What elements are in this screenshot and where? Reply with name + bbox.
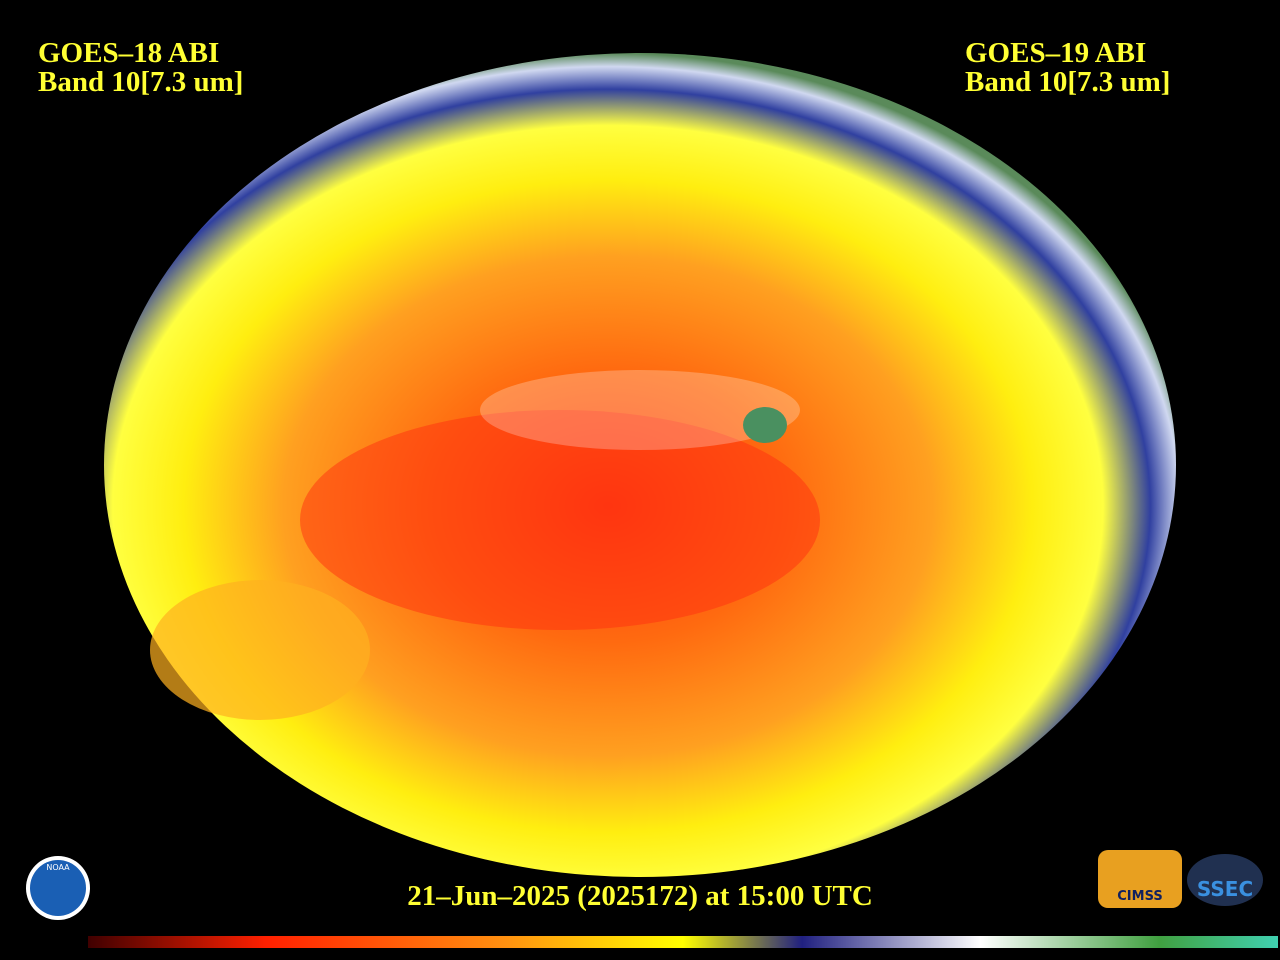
- moisture-region: [300, 410, 820, 630]
- cimss-logo: [1098, 850, 1182, 908]
- band-name: Band 10[7.3 um]: [38, 66, 243, 98]
- noaa-text: NOAA: [46, 863, 70, 872]
- moisture-region: [150, 580, 370, 720]
- satellite-name: GOES–18 ABI: [38, 37, 219, 69]
- cloud-band: [480, 370, 800, 450]
- band-name: Band 10[7.3 um]: [965, 66, 1170, 98]
- satellite-name: GOES–19 ABI: [965, 37, 1146, 69]
- colorbar: [88, 936, 1278, 948]
- ssec-text: SSEC: [1197, 877, 1253, 901]
- timestamp: 21–Jun–2025 (2025172) at 15:00 UTC: [407, 880, 873, 912]
- cimss-text: CIMSS: [1117, 889, 1162, 904]
- noaa-logo-inner: [30, 860, 86, 916]
- colorbar-caption: GOES-18 ABI AND GOES-19 ABI IN MOLLWEIDE…: [100, 948, 787, 959]
- cloud-top: [743, 407, 787, 443]
- ssec-logo: [1187, 854, 1263, 906]
